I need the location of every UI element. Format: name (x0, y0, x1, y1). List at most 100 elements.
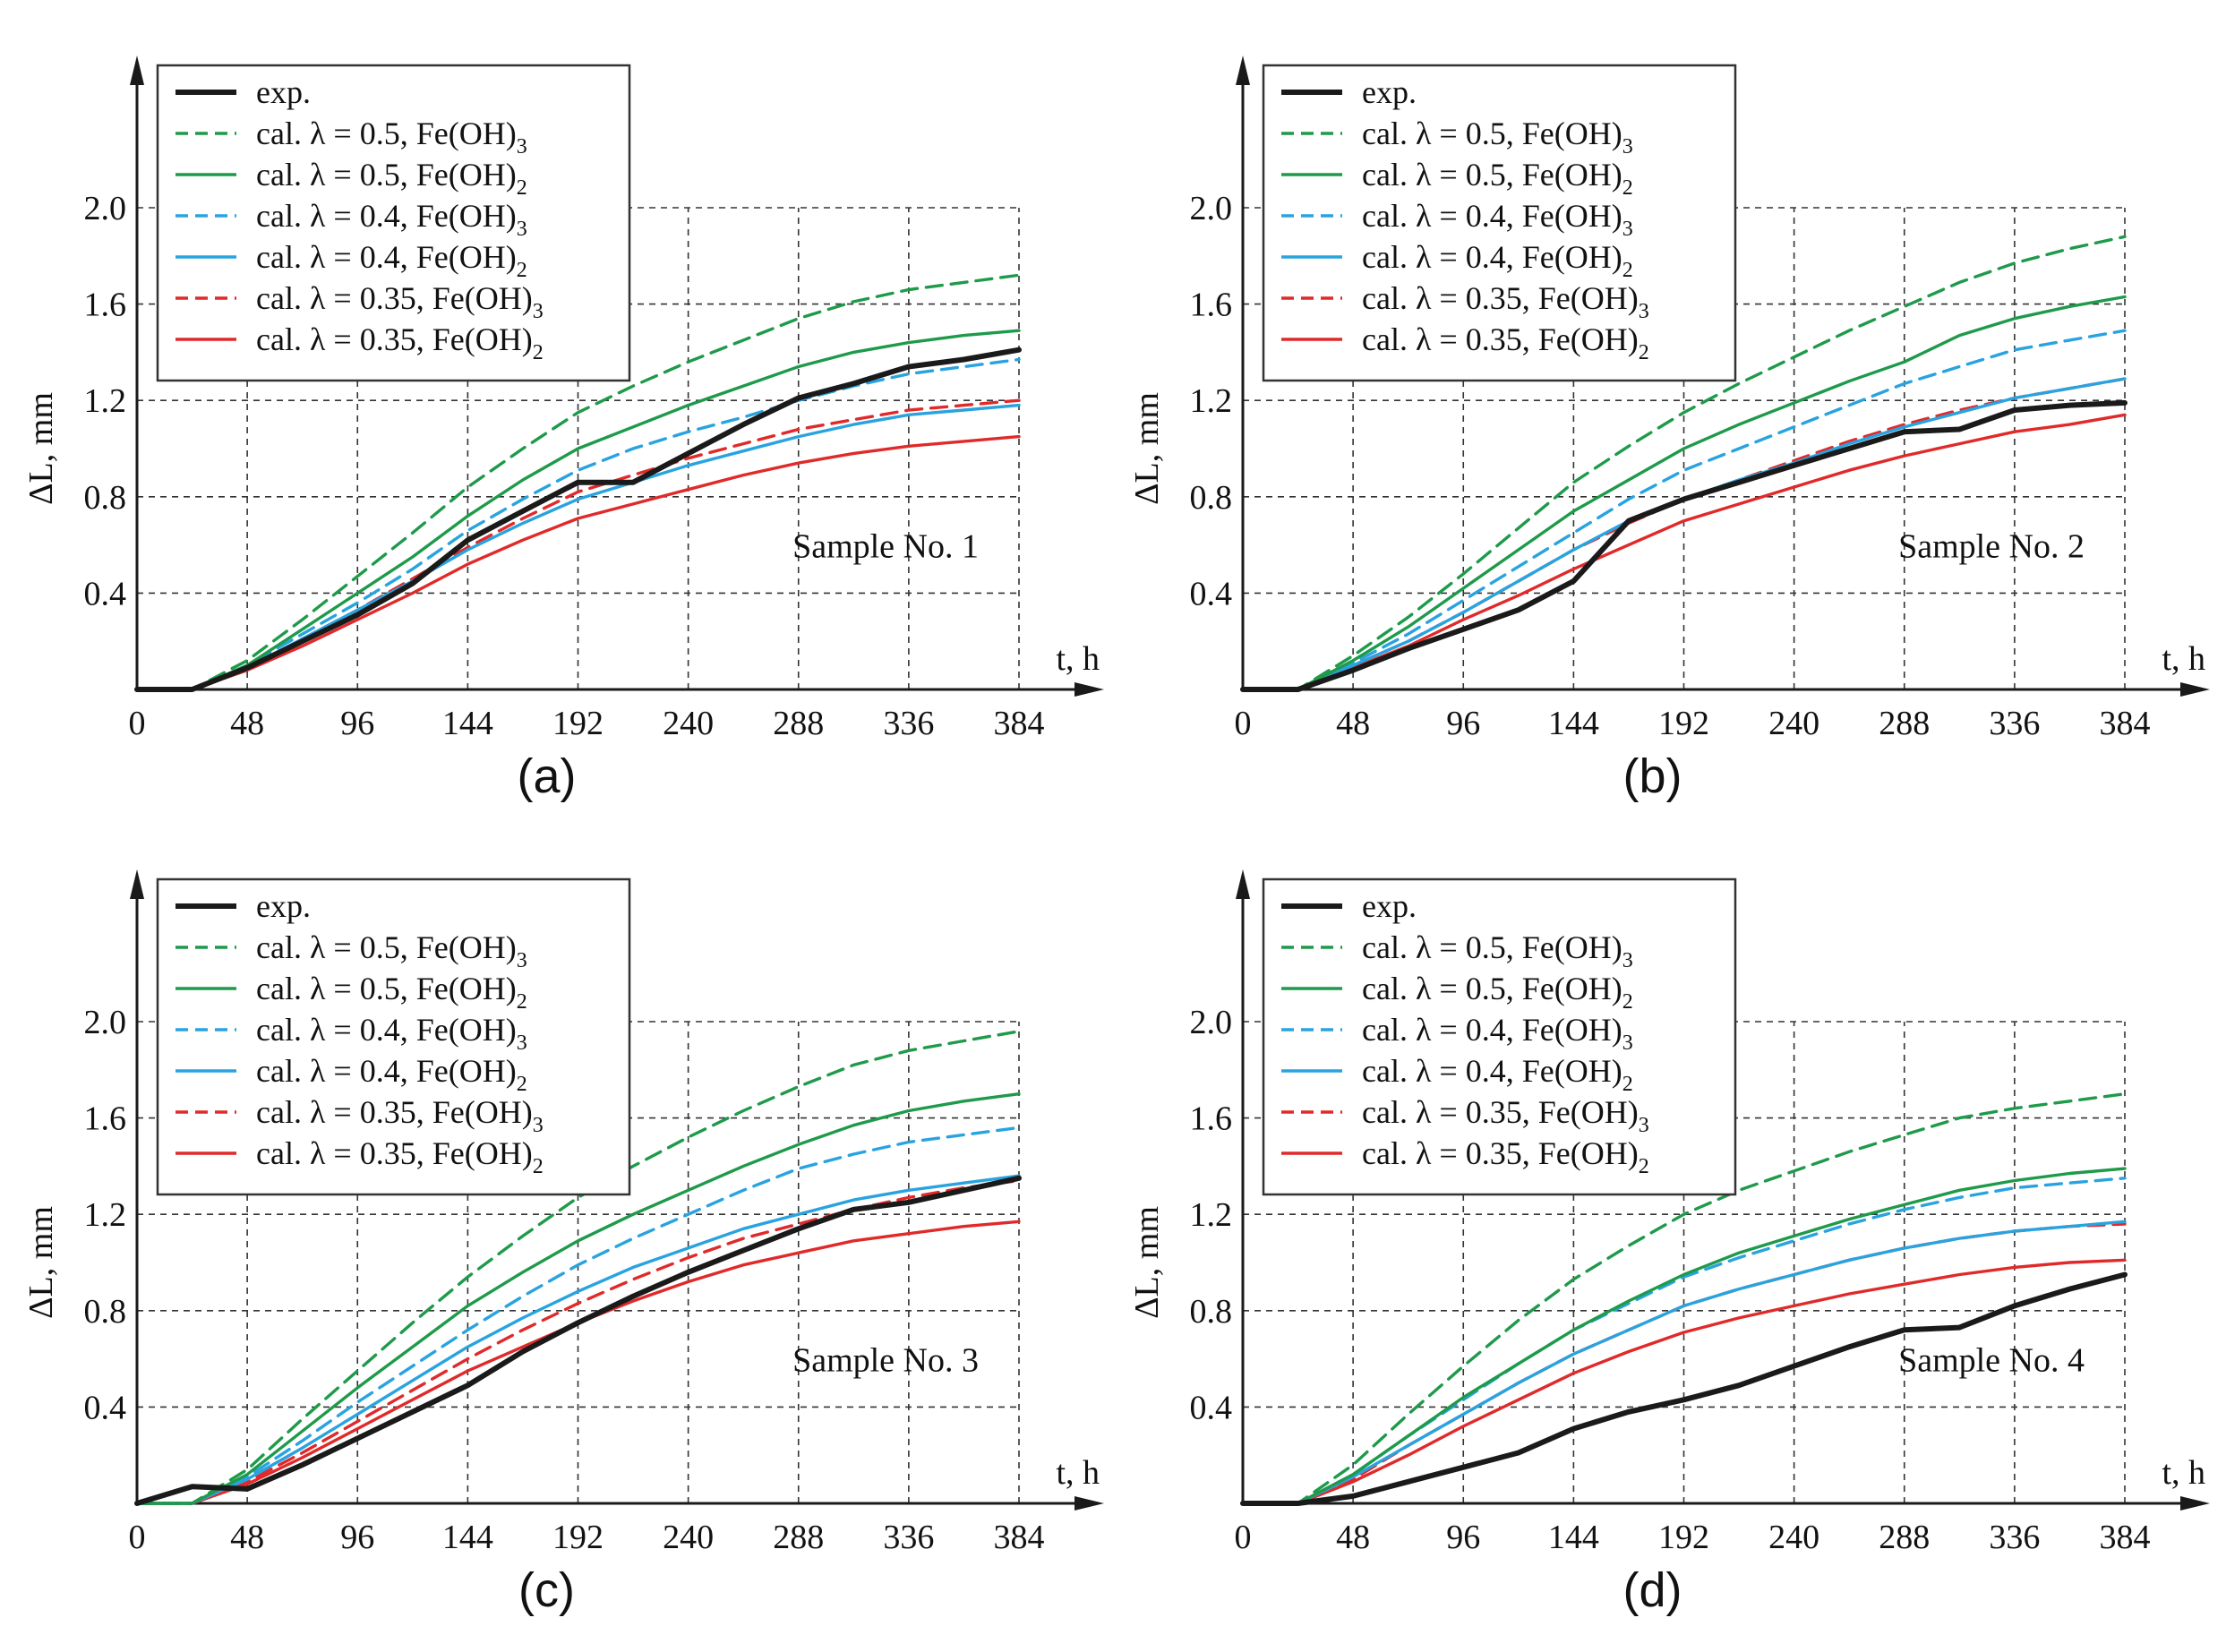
legend-subscript: 3 (1622, 135, 1633, 158)
legend-subscript: 3 (517, 1031, 527, 1055)
series-line-cal-1 (1241, 235, 2127, 691)
x-tick-label: 0 (129, 1519, 146, 1556)
x-tick-label: 336 (1989, 1519, 2040, 1556)
legend-subscript: 2 (1622, 990, 1633, 1014)
series-line-cal-3 (135, 1126, 1021, 1505)
x-tick-label: 240 (663, 705, 714, 742)
panel-c: 0 48 96 144 192 240 288 336 384 0.4 0.8 1.2 1.6 2.0 t,… (22, 869, 1104, 1617)
y-tick-label: 1.6 (84, 1100, 127, 1138)
x-axis-label: t, h (2162, 640, 2205, 678)
legend-subscript: 2 (533, 1155, 544, 1178)
axes (130, 869, 1104, 1511)
sample-label: Sample No. 1 (792, 528, 979, 566)
x-tick-label: 192 (552, 705, 604, 742)
y-tick-label: 1.2 (1190, 382, 1233, 420)
series-line-cal-1 (1241, 1091, 2127, 1505)
y-tick-label: 1.6 (1190, 1100, 1233, 1138)
y-tick-label: 2.0 (1190, 1004, 1233, 1041)
x-tick-label: 48 (230, 705, 264, 742)
axes (1236, 56, 2210, 697)
x-tick-label: 384 (994, 705, 1045, 742)
x-tick-label: 96 (340, 1519, 374, 1556)
series-line-cal-6 (1241, 1258, 2127, 1505)
x-tick-label: 288 (773, 705, 824, 742)
legend-box (156, 64, 631, 382)
legend-subscript: 3 (1622, 1031, 1633, 1055)
legend-label: exp. (256, 74, 311, 110)
x-tick-label: 0 (1235, 1519, 1252, 1556)
x-tick-label: 0 (1235, 705, 1252, 742)
legend-label: exp. (256, 888, 311, 924)
y-axis-label: ΔL, mm (1128, 1206, 1166, 1319)
x-tick-label: 240 (663, 1519, 714, 1556)
series-line-cal-4 (135, 1174, 1021, 1505)
legend-subscript: 3 (517, 135, 527, 158)
x-tick-label: 48 (1336, 1519, 1370, 1556)
x-axis-arrow (2180, 682, 2210, 697)
legend-subscript: 3 (1639, 300, 1649, 323)
series-line-cal-2 (135, 329, 1021, 691)
axes (1236, 869, 2210, 1511)
legend-subscript: 2 (517, 176, 527, 200)
panel-label: (b) (1623, 749, 1682, 803)
legend-subscript: 3 (533, 1114, 544, 1137)
x-axis-label: t, h (1056, 640, 1100, 678)
series-line-cal-3 (135, 357, 1021, 691)
x-tick-label: 336 (1989, 705, 2040, 742)
y-tick-label: 1.6 (84, 287, 127, 324)
series-group (1240, 235, 2128, 692)
legend-subscript: 2 (1622, 1073, 1633, 1096)
y-axis-arrow (1236, 56, 1250, 85)
legend-subscript: 2 (517, 990, 527, 1014)
y-tick-label: 2.0 (84, 1004, 127, 1041)
y-axis-arrow (130, 869, 144, 899)
y-tick-label: 1.2 (84, 382, 127, 420)
x-tick-label: 144 (1548, 1519, 1599, 1556)
sample-label: Sample No. 3 (792, 1342, 979, 1380)
series-line-exp (1240, 1271, 2128, 1506)
x-tick-label: 192 (552, 1519, 604, 1556)
x-tick-label: 48 (1336, 705, 1370, 742)
series-line-exp (134, 1175, 1022, 1506)
legend-subscript: 2 (517, 1073, 527, 1096)
y-axis-arrow (130, 56, 144, 85)
y-axis-label: ΔL, mm (1128, 392, 1166, 505)
y-tick-label: 0.4 (1190, 1389, 1233, 1426)
legend-subscript: 3 (1639, 1114, 1649, 1137)
x-tick-label: 336 (883, 705, 934, 742)
series-line-cal-2 (135, 1091, 1021, 1505)
panel-label: (c) (518, 1563, 575, 1617)
x-tick-label: 288 (773, 1519, 824, 1556)
y-tick-label: 2.0 (1190, 190, 1233, 227)
x-tick-label: 384 (2100, 1519, 2151, 1556)
axes (130, 56, 1104, 697)
y-tick-label: 1.2 (1190, 1196, 1233, 1234)
legend-subscript: 3 (1622, 218, 1633, 241)
y-axis-label: ΔL, mm (22, 392, 60, 505)
legend-subscript: 2 (533, 341, 544, 364)
legend-subscript: 3 (1622, 949, 1633, 972)
y-axis-arrow (1236, 869, 1250, 899)
legend-box (1262, 64, 1737, 382)
x-tick-label: 48 (230, 1519, 264, 1556)
series-group (134, 273, 1022, 692)
legend-subscript: 2 (1639, 1155, 1649, 1178)
x-tick-label: 384 (994, 1519, 1045, 1556)
legend-box (156, 877, 631, 1196)
legend-subscript: 2 (517, 259, 527, 282)
sample-label: Sample No. 4 (1898, 1342, 2085, 1380)
y-tick-label: 0.8 (84, 1293, 127, 1331)
x-tick-label: 144 (442, 705, 493, 742)
x-tick-label: 288 (1879, 1519, 1930, 1556)
x-tick-label: 288 (1879, 705, 1930, 742)
y-tick-label: 0.4 (84, 1389, 127, 1426)
x-tick-label: 240 (1768, 705, 1819, 742)
x-axis-arrow (1074, 682, 1104, 697)
y-tick-label: 0.8 (84, 479, 127, 517)
x-tick-label: 384 (2100, 705, 2151, 742)
x-tick-label: 192 (1658, 1519, 1709, 1556)
